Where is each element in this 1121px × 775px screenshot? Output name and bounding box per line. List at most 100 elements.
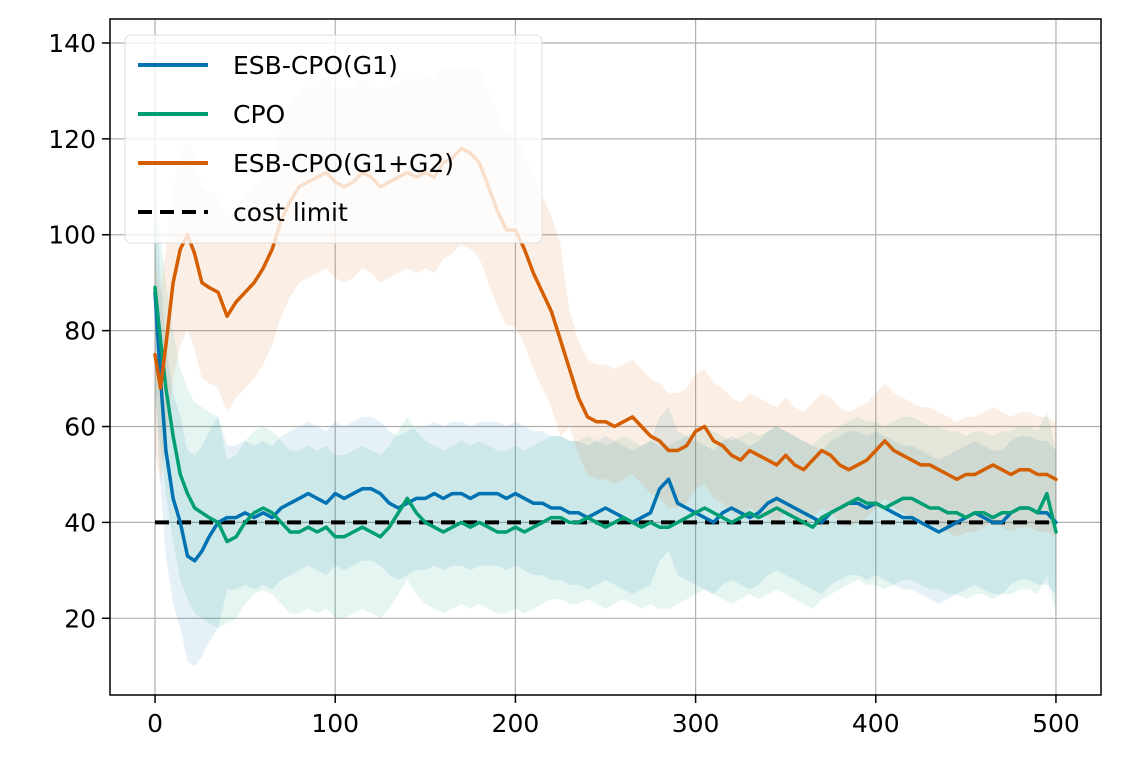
data-point: [703, 516, 706, 519]
data-point: [550, 310, 553, 313]
data-point: [820, 521, 823, 524]
data-point: [685, 444, 688, 447]
data-point: [532, 272, 535, 274]
data-point: [307, 492, 310, 495]
data-point: [820, 449, 823, 452]
data-point: [307, 526, 310, 528]
data-point: [866, 507, 868, 509]
data-point: [172, 435, 174, 437]
data-point: [271, 248, 274, 250]
data-point: [244, 512, 246, 514]
data-point: [568, 512, 571, 514]
data-point: [730, 521, 733, 524]
data-point: [956, 478, 958, 481]
data-point: [172, 281, 174, 284]
data-point: [343, 536, 346, 538]
data-point: [201, 550, 203, 552]
data-point: [159, 387, 162, 390]
data-point: [694, 512, 697, 514]
data-point: [334, 536, 337, 538]
data-point: [793, 464, 796, 466]
data-point: [406, 497, 409, 500]
data-point: [676, 521, 679, 524]
data-point: [316, 497, 319, 500]
data-point: [208, 286, 210, 289]
data-point: [208, 536, 210, 538]
legend: ESB-CPO(G1) CPO ESB-CPO(G1+G2) cost limi…: [124, 34, 543, 244]
x-tick-label-400: 400: [852, 709, 900, 738]
data-point: [640, 425, 643, 428]
data-point: [559, 507, 562, 509]
data-point: [857, 497, 859, 500]
data-point: [193, 507, 196, 509]
data-point: [748, 512, 751, 514]
data-point: [226, 315, 228, 318]
data-point: [352, 492, 355, 495]
data-point: [595, 420, 598, 423]
data-point: [649, 435, 652, 437]
data-point: [469, 526, 472, 528]
data-point: [866, 459, 868, 461]
data-point: [193, 560, 196, 562]
data-point: [1046, 492, 1048, 495]
data-point: [325, 526, 328, 528]
data-point: [595, 521, 598, 524]
data-point: [1019, 507, 1021, 509]
data-point: [352, 531, 355, 533]
legend-label-esb-cpo-g1: ESB-CPO(G1): [233, 51, 398, 80]
data-point: [577, 397, 580, 399]
data-point: [829, 512, 832, 514]
data-point: [487, 492, 490, 495]
data-point: [244, 291, 246, 294]
data-point: [193, 253, 196, 255]
y-tick-label-120: 120: [48, 125, 96, 154]
data-point: [983, 512, 985, 514]
data-point: [902, 497, 904, 500]
data-point: [1001, 512, 1003, 514]
data-point: [604, 526, 607, 528]
data-point: [622, 420, 625, 423]
data-point: [676, 449, 679, 452]
data-point: [983, 516, 985, 519]
data-point: [271, 516, 274, 519]
data-point: [505, 531, 508, 533]
data-point: [947, 526, 949, 528]
data-point: [658, 440, 661, 442]
data-point: [165, 449, 167, 452]
data-point: [523, 497, 526, 500]
data-point: [442, 531, 445, 533]
data-point: [784, 454, 787, 457]
data-point: [541, 291, 544, 294]
data-point: [757, 516, 760, 519]
data-point: [613, 521, 616, 524]
data-point: [965, 516, 967, 519]
data-point: [1046, 473, 1048, 476]
data-point: [280, 521, 283, 524]
data-point: [802, 521, 805, 524]
data-point: [667, 449, 670, 452]
data-point: [811, 516, 814, 519]
data-point: [802, 468, 805, 471]
data-point: [586, 516, 589, 519]
data-point: [1001, 468, 1003, 471]
data-point: [739, 459, 742, 461]
series-points-1: [154, 286, 1057, 543]
data-point: [658, 488, 661, 490]
data-point: [289, 502, 292, 505]
data-point: [829, 454, 832, 457]
data-point: [947, 512, 949, 514]
data-point: [1010, 512, 1012, 514]
data-point: [235, 301, 237, 303]
data-point: [550, 507, 553, 509]
data-point: [649, 521, 652, 524]
data-point: [775, 464, 778, 466]
data-point: [235, 516, 237, 519]
data-point: [469, 497, 472, 500]
y-tick-label-40: 40: [64, 508, 96, 537]
data-point: [179, 473, 182, 476]
data-point: [179, 248, 182, 250]
y-tick-label-60: 60: [64, 413, 96, 442]
data-point: [793, 507, 796, 509]
data-point: [370, 488, 373, 490]
